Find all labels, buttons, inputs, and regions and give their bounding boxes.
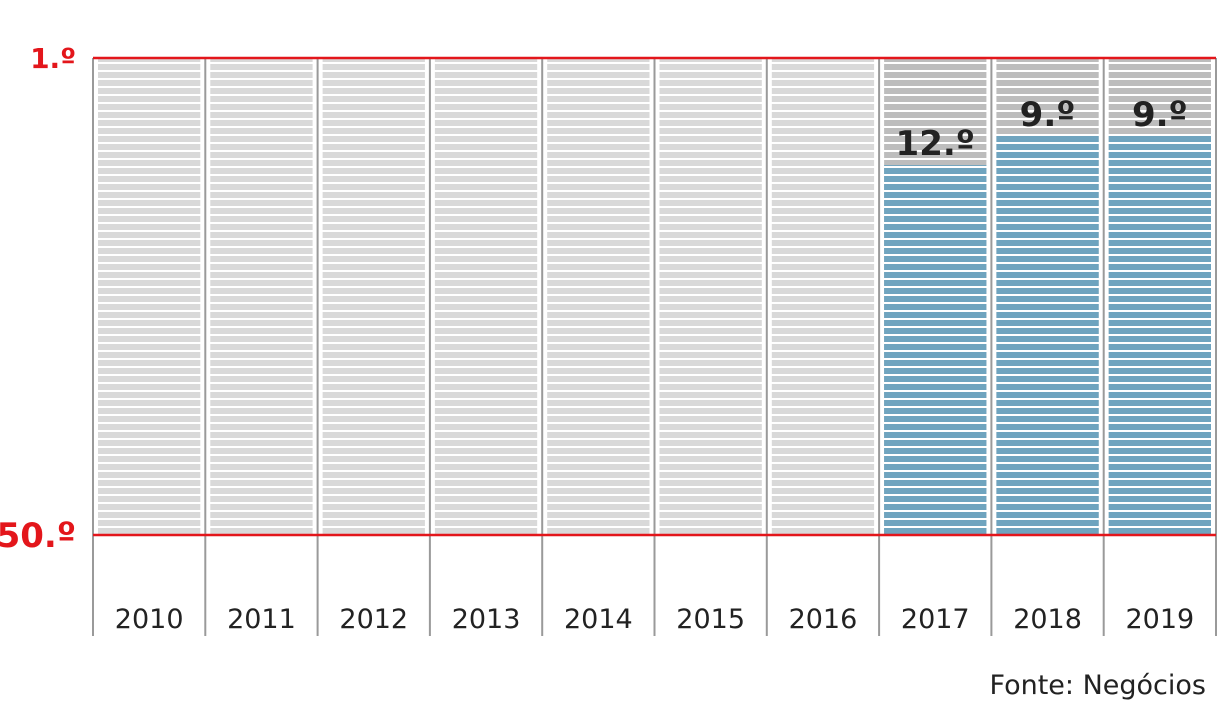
x-tick-2015: 2015 <box>676 604 745 635</box>
x-tick-2016: 2016 <box>789 604 858 635</box>
track-2010 <box>98 58 201 535</box>
value-label-2019: 9.º <box>1132 95 1188 135</box>
track-2011 <box>210 58 313 535</box>
track-2015 <box>659 58 762 535</box>
x-tick-2014: 2014 <box>564 604 633 635</box>
x-tick-2011: 2011 <box>227 604 296 635</box>
x-tick-2017: 2017 <box>901 604 970 635</box>
bar-2017 <box>884 165 987 535</box>
x-tick-2010: 2010 <box>115 604 184 635</box>
x-tick-2018: 2018 <box>1013 604 1082 635</box>
y-tick-top: 1.º <box>30 42 76 75</box>
source-note: Fonte: Negócios <box>989 670 1206 701</box>
x-tick-2019: 2019 <box>1125 604 1194 635</box>
track-2014 <box>547 58 650 535</box>
value-label-2017: 12.º <box>896 124 975 164</box>
value-label-2018: 9.º <box>1020 95 1076 135</box>
track-2016 <box>771 58 875 535</box>
bar-2019 <box>1108 135 1211 535</box>
y-tick-bottom: 50.º <box>0 516 76 556</box>
x-tick-2012: 2012 <box>339 604 408 635</box>
track-2012 <box>322 58 425 535</box>
bar-2018 <box>996 135 1099 535</box>
track-2013 <box>434 58 538 535</box>
x-tick-2013: 2013 <box>452 604 521 635</box>
